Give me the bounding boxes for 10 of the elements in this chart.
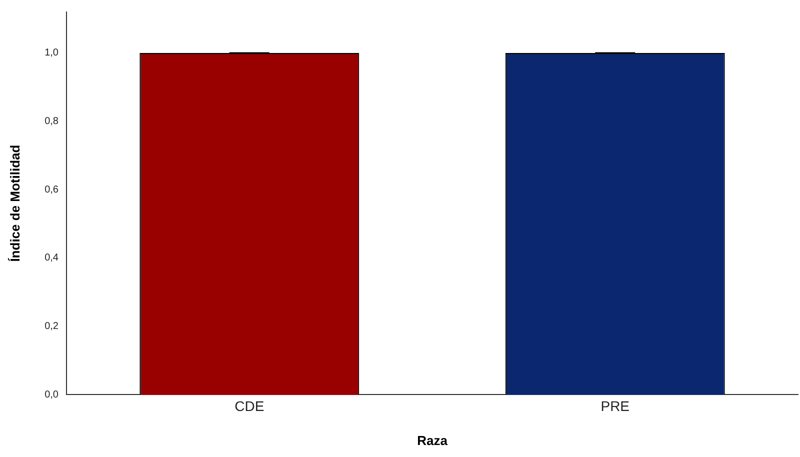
y-tick-label: 0,4 [44,252,59,264]
y-tick-label: 0,2 [44,321,59,332]
x-tick-label: CDE [234,398,264,414]
y-axis-title: Índice de Motilidad [7,144,22,262]
x-axis-title: Raza [417,432,448,448]
y-tick-label: 0,0 [44,389,59,400]
y-tick-label: 0,6 [44,184,59,196]
y-tick-label: 1,0 [44,48,59,59]
y-tick-label: 0,8 [44,116,59,128]
x-tick-label: PRE [600,398,630,414]
